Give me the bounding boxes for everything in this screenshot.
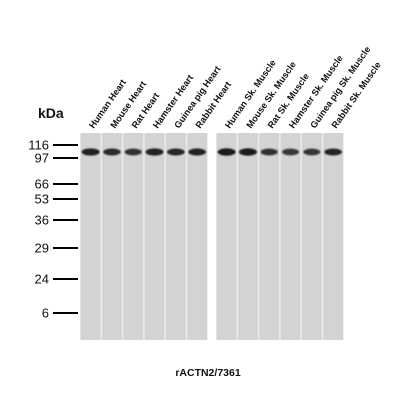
- protein-band: [103, 148, 121, 156]
- protein-band: [324, 148, 342, 156]
- marker-label-116: 116: [28, 138, 49, 153]
- blot-panels: [80, 133, 344, 340]
- protein-band: [303, 148, 321, 156]
- marker-label-24: 24: [35, 272, 49, 287]
- protein-band: [217, 148, 236, 156]
- marker-label-66: 66: [35, 177, 49, 192]
- marker-label-97: 97: [35, 151, 49, 166]
- protein-band: [188, 148, 207, 156]
- lane: [166, 133, 186, 340]
- protein-band: [282, 148, 300, 156]
- blot-panel-1: [80, 133, 208, 340]
- protein-band: [124, 148, 142, 156]
- lane: [123, 133, 144, 340]
- antibody-caption: rACTN2/7361: [175, 367, 241, 379]
- kda-unit-label: kDa: [38, 105, 64, 121]
- lane: [238, 133, 258, 340]
- lane: [302, 133, 322, 340]
- lane: [259, 133, 280, 340]
- protein-band: [145, 148, 164, 156]
- protein-band: [81, 148, 100, 156]
- lane: [102, 133, 122, 340]
- marker-label-53: 53: [35, 192, 49, 207]
- lane: [323, 133, 343, 340]
- blot-panel-2: [216, 133, 344, 340]
- marker-label-36: 36: [35, 213, 49, 228]
- lane: [216, 133, 237, 340]
- protein-band: [260, 148, 278, 156]
- protein-band: [238, 148, 257, 156]
- lane: [187, 133, 207, 340]
- lane: [280, 133, 301, 340]
- lane: [80, 133, 101, 340]
- lane: [144, 133, 165, 340]
- marker-label-6: 6: [42, 306, 49, 321]
- marker-label-29: 29: [35, 241, 49, 256]
- protein-band: [167, 148, 185, 156]
